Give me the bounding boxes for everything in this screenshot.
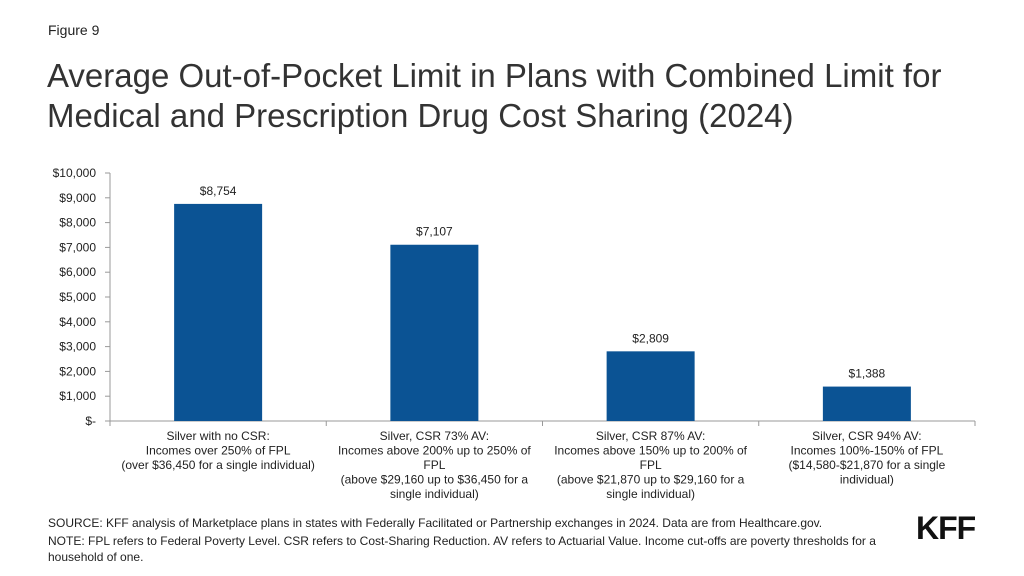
data-label: $1,388 xyxy=(849,367,886,381)
category-label-line: Incomes above 150% up to 200% of xyxy=(554,444,747,458)
bar xyxy=(390,244,479,421)
data-label: $2,809 xyxy=(632,331,669,345)
data-label: $8,754 xyxy=(200,184,237,198)
y-tick-label: $- xyxy=(85,414,96,428)
category-label-line: single individual) xyxy=(390,487,479,501)
category-label-line: individual) xyxy=(840,473,894,487)
category-label-line: ($14,580-$21,870 for a single xyxy=(788,458,945,472)
category-label: Silver, CSR 87% AV: Incomes above 150% up… xyxy=(554,429,747,501)
y-tick-label: $9,000 xyxy=(59,191,96,205)
figure-label: Figure 9 xyxy=(48,22,100,38)
category-label: Silver, CSR 94% AV: Incomes 100%-150% of … xyxy=(788,429,945,487)
y-tick-label: $10,000 xyxy=(53,166,97,180)
y-tick-label: $7,000 xyxy=(59,240,96,254)
category-label-line: (above $21,870 up to $29,160 for a xyxy=(557,473,745,487)
y-tick-label: $8,000 xyxy=(59,216,96,230)
y-tick-label: $1,000 xyxy=(59,389,96,403)
category-label-line: Silver with no CSR: xyxy=(166,429,269,443)
chart-title: Average Out-of-Pocket Limit in Plans wit… xyxy=(47,57,942,134)
category-label-line: FPL xyxy=(423,458,445,472)
category-label-line: Silver, CSR 73% AV: xyxy=(380,429,489,443)
category-label-line: Silver, CSR 94% AV: xyxy=(812,429,921,443)
category-labels: Silver with no CSR: Incomes over 250% of … xyxy=(121,429,945,501)
category-label-line: FPL xyxy=(640,458,662,472)
bar xyxy=(174,203,263,421)
category-label-line: Incomes above 200% up to 250% of xyxy=(338,444,531,458)
category-label: Silver, CSR 73% AV: Incomes above 200% up… xyxy=(338,429,531,501)
y-tick-label: $4,000 xyxy=(59,315,96,329)
y-tick-label: $3,000 xyxy=(59,340,96,354)
kff-logo: KFF xyxy=(916,510,976,546)
category-label-line: (over $36,450 for a single individual) xyxy=(121,458,314,472)
x-axis xyxy=(109,420,976,426)
y-tick-label: $5,000 xyxy=(59,290,96,304)
bar xyxy=(606,351,695,421)
footnote: NOTE: FPL refers to Federal Poverty Leve… xyxy=(48,534,876,564)
category-label-line: Incomes over 250% of FPL xyxy=(146,444,291,458)
data-label: $7,107 xyxy=(416,225,453,239)
category-label-line: single individual) xyxy=(606,487,695,501)
category-label-line: Incomes 100%-150% of FPL xyxy=(791,444,944,458)
source-note: SOURCE: KFF analysis of Marketplace plan… xyxy=(48,516,823,530)
bar-chart: $- $1,000 $2,000 $3,000 $4,000 $5,000 $6,000 $7… xyxy=(53,166,976,501)
y-axis: $- $1,000 $2,000 $3,000 $4,000 $5,000 $6,000 $7… xyxy=(53,166,111,428)
data-labels: $8,754 $7,107 $2,809 $1,388 xyxy=(200,184,886,381)
y-tick-label: $6,000 xyxy=(59,265,96,279)
y-tick-label: $2,000 xyxy=(59,364,96,378)
bars xyxy=(174,203,911,421)
category-label-line: Silver, CSR 87% AV: xyxy=(596,429,705,443)
category-label: Silver with no CSR: Incomes over 250% of … xyxy=(121,429,314,472)
category-label-line: (above $29,160 up to $36,450 for a xyxy=(341,473,529,487)
bar xyxy=(822,386,911,421)
